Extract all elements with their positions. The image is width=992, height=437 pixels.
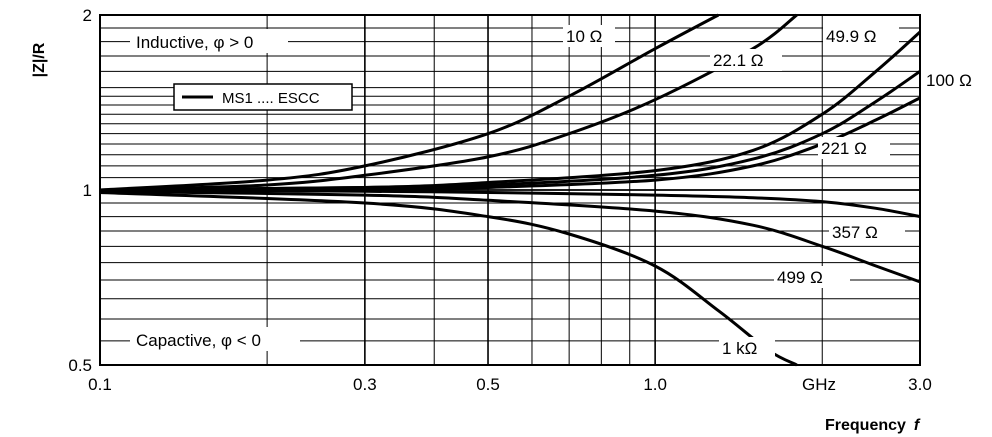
x-tick-label: 0.5 [476,375,500,394]
series-curve [99,70,921,192]
y-tick-label: 2 [83,6,92,25]
x-tick-labels: 0.1 0.3 0.5 1.0 3.0 [88,375,932,394]
series-label: 10 Ω [566,27,602,46]
annotation-capacitive-text: Capactive, φ < 0 [136,331,261,350]
series-curve [99,13,720,192]
series-label: 499 Ω [777,268,823,287]
series-label: 221 Ω [821,139,867,158]
annotation-inductive: Inductive, φ > 0 [130,29,288,53]
y-tick-label: 0.5 [68,356,92,375]
series-label-bg [829,221,905,243]
annotation-inductive-text: Inductive, φ > 0 [136,33,253,52]
series-label-bg [563,25,615,47]
legend: MS1 .... ESCC [173,83,353,111]
y-tick-labels: 0.5 1 2 [68,6,92,375]
x-tick-label: 1.0 [643,375,667,394]
x-axis-title-text: Frequency [825,417,906,434]
series-labels: 10 Ω 22.1 Ω 49.9 Ω 100 Ω 221 Ω 357 Ω 499 Ω 1 kΩ [563,25,989,359]
series-curve [99,191,798,367]
y-axis-title: |Z|/R [31,42,48,77]
series-label: 49.9 Ω [826,27,877,46]
x-tick-label: 0.3 [353,375,377,394]
series-label: 22.1 Ω [713,51,764,70]
x-unit-label: GHz [802,375,836,394]
annotation-capacitive: Capactive, φ < 0 [130,327,300,351]
series-label: 357 Ω [832,223,878,242]
series-label: 1 kΩ [722,339,757,358]
x-tick-label: 3.0 [908,375,932,394]
x-axis-variable: f [914,417,921,434]
series-label-bg [719,337,775,359]
series-label-bg [823,25,899,47]
series-label-bg [774,266,850,288]
series-label-bg [923,69,989,91]
series-label: 100 Ω [926,71,972,90]
x-tick-label: 0.1 [88,375,112,394]
y-tick-label: 1 [83,181,92,200]
series-curve [99,189,921,284]
series-label-bg [818,137,890,159]
curves [99,13,921,367]
series-curve [99,188,921,219]
series-label-bg [710,49,782,71]
x-axis-title: Frequency f [825,417,921,434]
legend-entry: MS1 .... ESCC [222,90,320,107]
